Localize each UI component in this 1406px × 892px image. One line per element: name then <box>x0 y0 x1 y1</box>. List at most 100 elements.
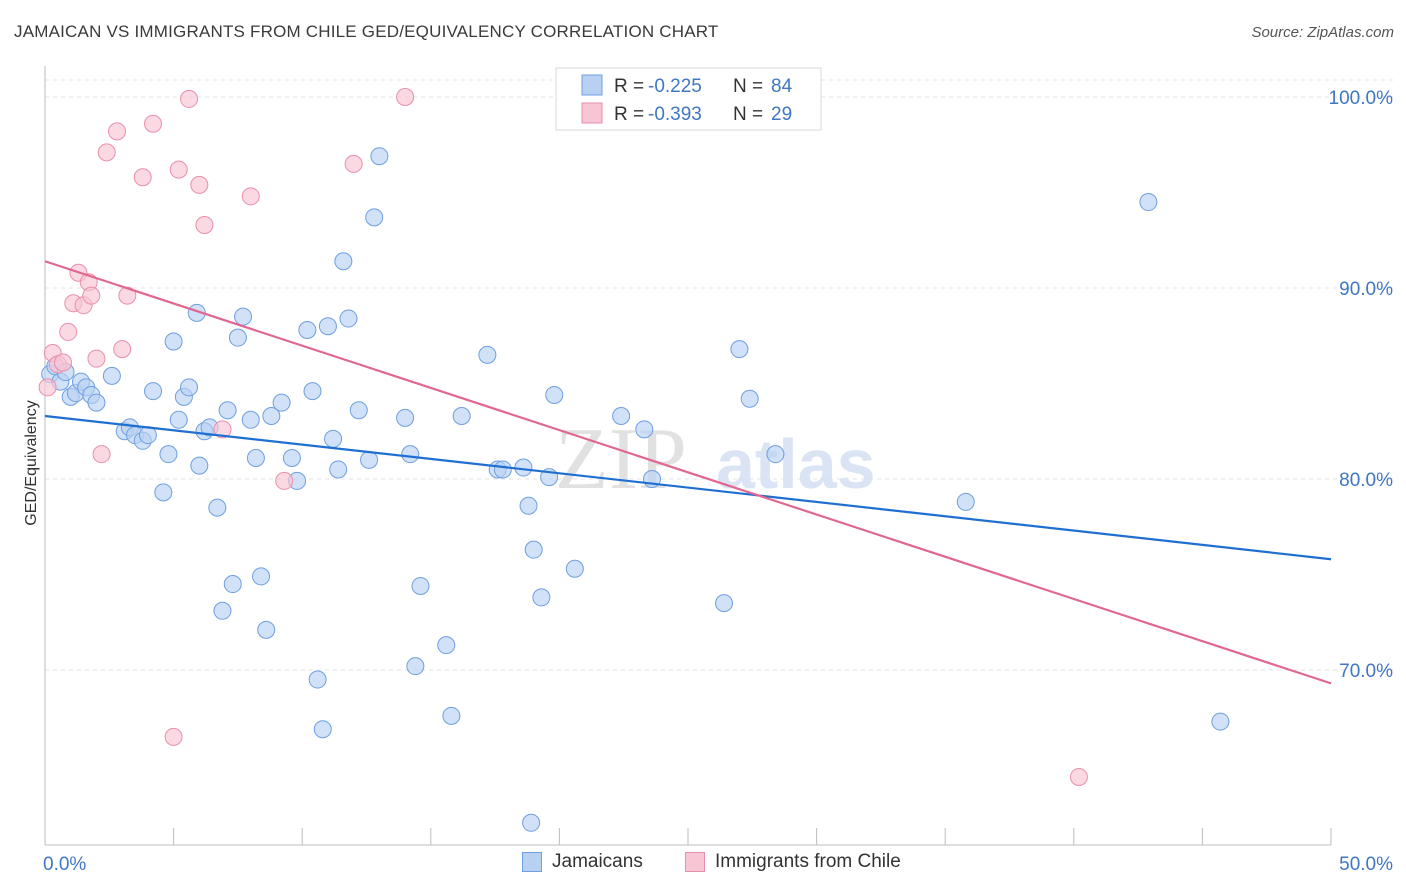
point-jamaicans <box>766 445 785 464</box>
point-chile <box>213 420 232 439</box>
y-tick-label: 90.0% <box>1339 279 1393 300</box>
legend: R = -0.225 N = 84 R = -0.393 N = 29 <box>555 67 822 131</box>
x-tick-label-min: 0.0% <box>43 854 86 875</box>
legend-r-label-1: R = <box>614 76 644 97</box>
point-chile <box>113 340 132 359</box>
source-label: Source: ZipAtlas.com <box>1251 24 1394 41</box>
point-jamaicans <box>401 445 420 464</box>
point-jamaicans <box>730 340 749 359</box>
point-jamaicans <box>339 309 358 328</box>
point-jamaicans <box>1211 712 1230 731</box>
point-jamaicans <box>334 252 353 271</box>
legend-n-value-2: 29 <box>771 104 792 125</box>
point-jamaicans <box>715 594 734 613</box>
bottom-legend-label-chile: Immigrants from Chile <box>715 851 901 872</box>
point-chile <box>108 122 127 141</box>
x-tick-labels: 0.0% 50.0% <box>43 854 1393 875</box>
point-jamaicans <box>257 620 276 639</box>
trend-lines <box>44 260 1332 685</box>
point-jamaicans <box>532 588 551 607</box>
point-jamaicans <box>452 406 471 425</box>
legend-n-label-2: N = <box>733 104 763 125</box>
bottom-legend-swatch-chile <box>685 852 705 872</box>
point-jamaicans <box>493 460 512 479</box>
point-chile <box>82 286 101 305</box>
point-chile <box>241 187 260 206</box>
point-chile <box>164 727 183 746</box>
bottom-legend-jamaicans[interactable]: Jamaicans <box>522 851 643 873</box>
point-jamaicans <box>241 410 260 429</box>
point-chile <box>133 168 152 187</box>
point-chile <box>1069 767 1088 786</box>
point-chile <box>92 445 111 464</box>
legend-n-label-1: N = <box>733 76 763 97</box>
chart-title: JAMAICAN VS IMMIGRANTS FROM CHILE GED/EQ… <box>14 22 719 41</box>
legend-swatch-jamaicans <box>581 74 603 96</box>
watermark: ZIP atlas <box>555 411 876 508</box>
point-jamaicans <box>565 559 584 578</box>
point-jamaicans <box>223 575 242 594</box>
point-jamaicans <box>365 208 384 227</box>
point-jamaicans <box>324 429 343 448</box>
point-jamaicans <box>478 345 497 364</box>
bottom-legend-label-jamaicans: Jamaicans <box>552 851 643 872</box>
bottom-legend-swatch-jamaicans <box>522 852 542 872</box>
legend-swatch-chile <box>581 102 603 124</box>
point-jamaicans <box>190 456 209 475</box>
legend-n-value-1: 84 <box>771 76 793 97</box>
point-jamaicans <box>740 389 759 408</box>
bottom-legend-chile[interactable]: Immigrants from Chile <box>685 851 901 873</box>
point-chile <box>190 175 209 194</box>
point-jamaicans <box>370 147 389 166</box>
point-jamaicans <box>272 393 291 412</box>
x-tick-label-max: 50.0% <box>1339 854 1393 875</box>
y-tick-labels: 70.0% 80.0% 90.0% 100.0% <box>1329 88 1394 682</box>
bottom-legend: Jamaicans Immigrants from Chile <box>0 851 1406 877</box>
point-chile <box>195 215 214 234</box>
point-jamaicans <box>524 540 543 559</box>
watermark-zip: ZIP <box>555 411 687 508</box>
legend-r-value-2: -0.393 <box>648 104 702 125</box>
point-jamaicans <box>612 406 631 425</box>
point-jamaicans <box>303 382 322 401</box>
point-jamaicans <box>406 657 425 676</box>
point-jamaicans <box>213 601 232 620</box>
point-jamaicans <box>164 332 183 351</box>
point-jamaicans <box>282 448 301 467</box>
point-jamaicans <box>956 492 975 511</box>
point-jamaicans <box>313 720 332 739</box>
point-chile <box>396 88 415 106</box>
point-jamaicans <box>437 636 456 655</box>
point-chile <box>54 353 73 372</box>
point-jamaicans <box>144 382 163 401</box>
point-jamaicans <box>318 317 337 336</box>
point-chile <box>180 89 199 108</box>
point-chile <box>275 471 294 490</box>
point-jamaicans <box>298 321 317 340</box>
point-jamaicans <box>308 670 327 689</box>
point-jamaicans <box>252 567 271 586</box>
point-chile <box>59 322 78 341</box>
point-chile <box>97 143 116 162</box>
point-jamaicans <box>442 706 461 725</box>
point-jamaicans <box>1139 193 1158 212</box>
legend-r-value-1: -0.225 <box>648 76 702 97</box>
point-jamaicans <box>234 307 253 326</box>
point-jamaicans <box>87 393 106 412</box>
y-tick-label: 80.0% <box>1339 470 1393 491</box>
point-jamaicans <box>329 460 348 479</box>
axes <box>44 66 1332 846</box>
point-jamaicans <box>154 483 173 502</box>
y-tick-label: 100.0% <box>1329 88 1394 109</box>
point-jamaicans <box>246 448 265 467</box>
point-jamaicans <box>522 813 541 832</box>
point-jamaicans <box>396 408 415 427</box>
point-jamaicans <box>262 406 281 425</box>
point-jamaicans <box>169 410 188 429</box>
point-jamaicans <box>218 401 237 420</box>
point-jamaicans <box>635 420 654 439</box>
point-jamaicans <box>545 385 564 404</box>
point-chile <box>87 349 106 368</box>
point-chile <box>344 154 363 173</box>
